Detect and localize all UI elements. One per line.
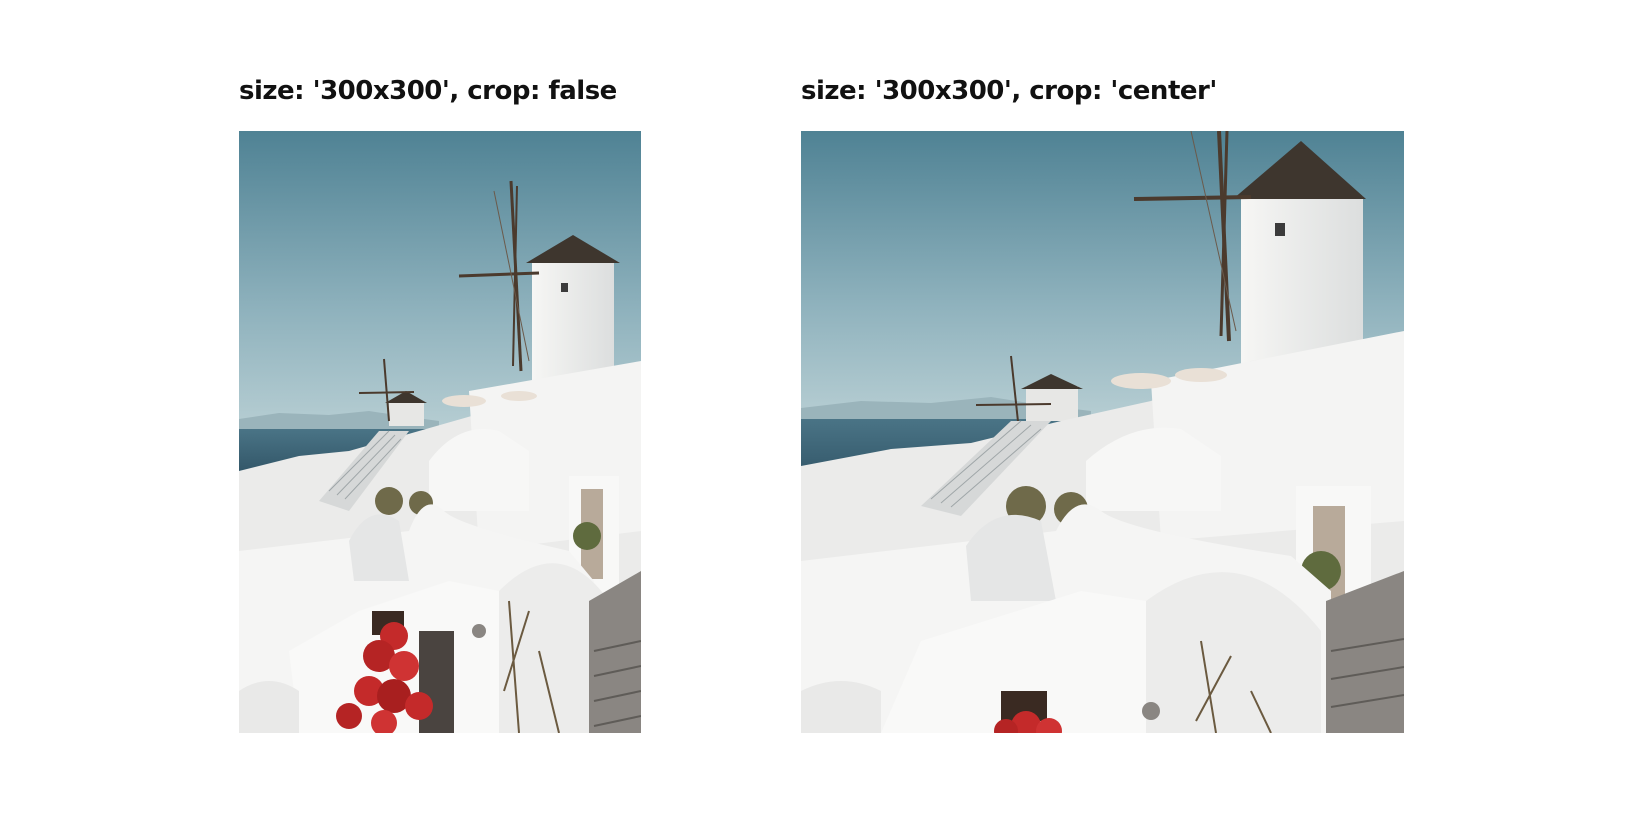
- flowers-icon: [994, 711, 1062, 733]
- flowers-icon: [336, 622, 433, 733]
- caption-center-crop: size: '300x300', crop: 'center': [801, 76, 1217, 106]
- small-windmill-icon: [358, 358, 427, 426]
- caption-no-crop: size: '300x300', crop: false: [239, 76, 617, 106]
- photo-no-crop: [239, 131, 641, 733]
- small-windmill-icon: [975, 355, 1083, 432]
- photo-center-crop: [801, 131, 1404, 733]
